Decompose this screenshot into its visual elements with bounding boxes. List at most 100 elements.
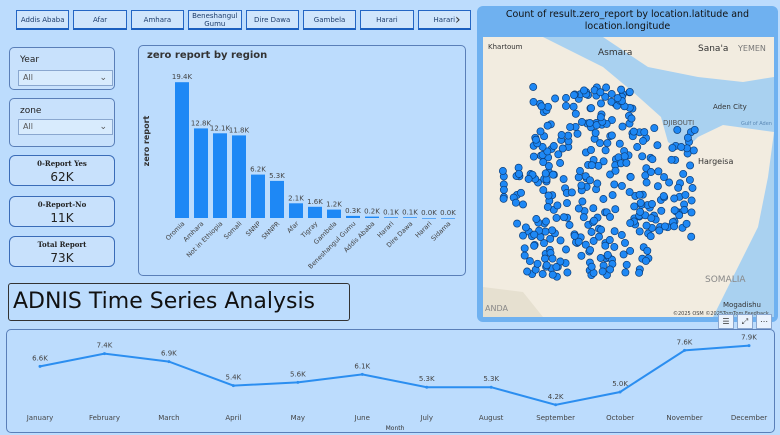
region-tab[interactable]: Harari (360, 10, 414, 30)
map-point (530, 241, 539, 250)
region-tab[interactable]: Dire Dawa (245, 10, 299, 30)
line-value-label: 7.9K (741, 334, 757, 342)
more-options-icon[interactable]: ⋯ (756, 314, 772, 329)
bar-value-label: 0.1K (402, 208, 418, 216)
region-tab[interactable]: Afar (73, 10, 127, 30)
map-label: ANDA (485, 304, 508, 313)
map-point (554, 150, 563, 159)
line-value-label: 5.3K (483, 375, 499, 383)
map-title: Count of result.zero_report by location.… (505, 9, 750, 32)
zone-slicer-label: zone (20, 106, 42, 116)
region-tab[interactable]: Harari (417, 10, 471, 30)
zone-dropdown[interactable]: All ⌄ (18, 119, 113, 135)
bar-value-label: 0.2K (364, 208, 380, 216)
map-point (529, 97, 538, 106)
year-slicer: Year All ⌄ (9, 47, 115, 90)
map-label: Hargeisa (698, 157, 733, 166)
year-slicer-label: Year (20, 55, 40, 65)
map-point (610, 180, 619, 189)
map-canvas[interactable]: Khartoum Asmara Sana'a YEMEN Aden City D… (483, 37, 774, 317)
filter-icon[interactable]: ☰ (718, 314, 734, 329)
map-point (608, 191, 617, 200)
red-sea-shape (543, 37, 774, 152)
map-point (553, 201, 562, 210)
map-label: SOMALIA (705, 275, 746, 285)
line-month-label: September (536, 414, 575, 422)
map-point (687, 232, 696, 241)
map-point (635, 268, 644, 277)
map-point (650, 124, 659, 133)
map-point (587, 104, 596, 113)
bar-chart-title: zero report by region (147, 50, 268, 61)
map-point (519, 231, 527, 240)
bar (270, 180, 284, 218)
map-point (577, 118, 586, 126)
region-tab[interactable]: Gambela (302, 10, 357, 30)
map-point (668, 143, 677, 152)
map-point (661, 222, 669, 231)
map-point (511, 198, 520, 207)
map-point (562, 245, 570, 254)
map-point (606, 265, 615, 274)
line-point (489, 385, 493, 389)
indian-ocean-shape (713, 132, 774, 317)
map-point (521, 223, 530, 232)
line-month-label: March (158, 414, 179, 422)
map-point (530, 230, 539, 239)
bar-category-label: Somali (222, 220, 243, 241)
region-tab[interactable]: Amhara (130, 10, 185, 30)
map-point (587, 145, 595, 154)
line-month-label: January (26, 414, 54, 422)
visual-header-icons: ☰ ⤢ ⋯ (718, 314, 772, 329)
focus-mode-icon[interactable]: ⤢ (737, 314, 753, 329)
kpi-zero-report-yes: 0-Report Yes 62K (9, 155, 115, 186)
map-point (687, 208, 696, 217)
map-point (557, 131, 566, 139)
map-point (595, 232, 603, 241)
map-point (621, 238, 629, 247)
map-point (573, 129, 582, 138)
line-value-label: 5.3K (419, 375, 435, 383)
map-point (687, 196, 696, 205)
bar-value-label: 0.1K (383, 208, 399, 216)
bar (213, 133, 227, 218)
kpi-value: 62K (50, 170, 74, 184)
map-point (563, 268, 572, 277)
map-point (596, 88, 605, 97)
map-point (626, 246, 635, 255)
line-x-axis-label: Month (386, 425, 405, 432)
region-tab[interactable]: Beneshangul Gumu (188, 10, 242, 30)
line-value-label: 7.6K (677, 338, 693, 346)
zone-slicer: zone All ⌄ (9, 98, 115, 147)
line-month-label: August (479, 414, 504, 422)
bar-category-label: Sidama (430, 220, 453, 243)
map-point (587, 228, 596, 236)
map-point (564, 131, 573, 140)
land-south-west (483, 287, 543, 317)
line-point (296, 380, 300, 384)
map-point (556, 257, 565, 266)
map-visual: Count of result.zero_report by location.… (477, 6, 778, 322)
bar-y-axis-label: zero report (142, 115, 151, 166)
map-point (587, 161, 596, 170)
line-point (683, 348, 687, 352)
year-dropdown[interactable]: All ⌄ (18, 70, 113, 86)
map-point (515, 169, 523, 178)
map-point (587, 262, 596, 271)
line-value-label: 6.1K (354, 362, 370, 370)
bar-category-label: Afar (285, 220, 300, 235)
chevron-right-icon[interactable]: › (455, 12, 461, 28)
map-point (532, 135, 540, 144)
map-point (646, 232, 655, 241)
map-point (640, 128, 649, 137)
chevron-down-icon: ⌄ (99, 73, 107, 83)
bar (346, 215, 360, 218)
map-point (597, 225, 606, 234)
map-point (601, 92, 610, 101)
map-point (589, 237, 598, 245)
map-point (642, 178, 651, 187)
bar (194, 128, 208, 218)
region-tab[interactable]: Addis Ababa (16, 10, 70, 30)
map-point (622, 260, 631, 269)
map-point (580, 86, 588, 95)
